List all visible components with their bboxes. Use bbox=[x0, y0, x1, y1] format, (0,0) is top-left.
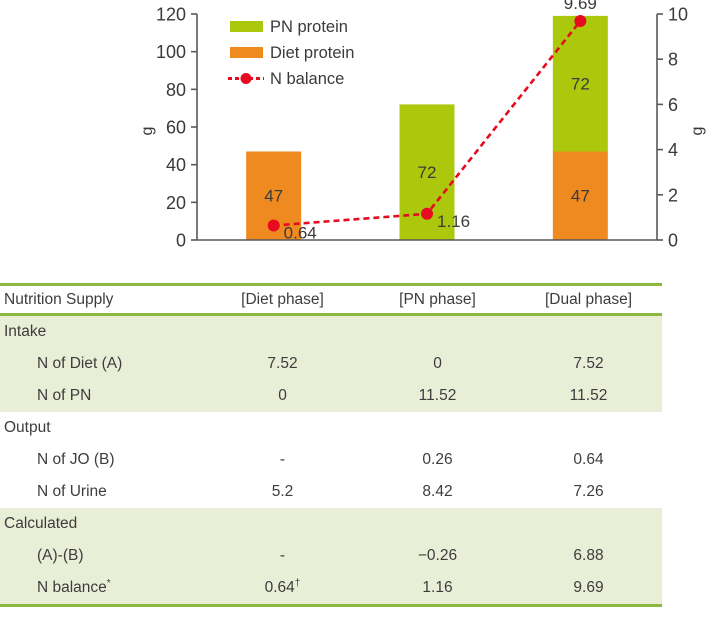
right-axis-unit: g bbox=[689, 127, 706, 136]
value-cell: - bbox=[279, 451, 286, 469]
section-label: Calculated bbox=[4, 515, 78, 533]
nutrition-supply-table: Nutrition Supply [Diet phase] [PN phase] [D… bbox=[0, 283, 662, 607]
left-tick-label: 120 bbox=[156, 5, 186, 25]
table-header-row: Nutrition Supply [Diet phase] [PN phase] [D… bbox=[0, 286, 662, 316]
left-axis-unit: g bbox=[139, 127, 156, 136]
column-header: [PN phase] bbox=[399, 290, 476, 308]
column-header: [Diet phase] bbox=[241, 290, 324, 308]
right-tick-label: 6 bbox=[668, 95, 678, 115]
value-cell: −0.26 bbox=[417, 547, 458, 565]
bar-segment bbox=[552, 151, 608, 240]
section-label-row: Output bbox=[0, 412, 662, 444]
value-cell: 7.26 bbox=[573, 483, 604, 501]
table-row: N of Diet (A) 7.52 0 7.52 bbox=[0, 348, 662, 380]
legend-label: Diet protein bbox=[270, 44, 354, 62]
table-row: (A)-(B) - −0.26 6.88 bbox=[0, 540, 662, 572]
value-cell: - bbox=[279, 547, 286, 565]
row-label: N of JO (B) bbox=[37, 451, 115, 469]
row-label: (A)-(B) bbox=[37, 547, 84, 565]
value-cell: 0.64† bbox=[264, 578, 301, 597]
bar-value-label: 72 bbox=[571, 75, 590, 94]
right-tick-label: 10 bbox=[668, 5, 688, 25]
row-label: N of Urine bbox=[37, 483, 107, 501]
value-cell: 6.88 bbox=[573, 547, 604, 565]
row-label: N of Diet (A) bbox=[37, 355, 123, 373]
point-label: 0.64 bbox=[284, 224, 317, 243]
table-section: Output N of JO (B) - 0.26 0.64 N of Urine 5.2 8… bbox=[0, 412, 662, 508]
column-header: [Dual phase] bbox=[544, 290, 633, 308]
table-row: N balance* 0.64† 1.16 9.69 bbox=[0, 572, 662, 604]
table-section: Intake N of Diet (A) 7.52 0 7.52 N of PN 0 11.5… bbox=[0, 316, 662, 412]
left-tick-label: 20 bbox=[166, 193, 186, 213]
row-label: N of PN bbox=[37, 387, 92, 405]
bar-segment bbox=[552, 15, 608, 152]
legend-label: N balance bbox=[270, 70, 344, 88]
legend-swatch bbox=[230, 21, 263, 32]
value-cell: 11.52 bbox=[569, 387, 608, 405]
legend-swatch bbox=[230, 47, 263, 58]
right-tick-label: 8 bbox=[668, 50, 678, 70]
table-row: N of JO (B) - 0.26 0.64 bbox=[0, 444, 662, 476]
value-cell: 0 bbox=[433, 355, 442, 373]
value-cell: 7.52 bbox=[573, 355, 604, 373]
section-label-row: Calculated bbox=[0, 508, 662, 540]
value-cell: 0.64 bbox=[573, 451, 604, 469]
table-row: N of PN 0 11.52 11.52 bbox=[0, 380, 662, 412]
bar-value-label: 47 bbox=[264, 187, 283, 206]
column-header: Nutrition Supply bbox=[4, 290, 114, 308]
right-tick-label: 0 bbox=[668, 231, 678, 251]
value-cell: 7.52 bbox=[267, 355, 298, 373]
value-cell: 11.52 bbox=[418, 387, 457, 405]
right-tick-label: 2 bbox=[668, 185, 678, 205]
point-label: 9.69 bbox=[564, 0, 597, 13]
nitrogen-balance-chart: 47 72 47 72 0.64 1.16 9.69 0 20 40 60 80 100 120 0 2 4 6 8… bbox=[139, 0, 706, 251]
section-label-row: Intake bbox=[0, 316, 662, 348]
right-tick-label: 4 bbox=[668, 140, 678, 160]
value-cell: 8.42 bbox=[422, 483, 453, 501]
bar-value-label: 72 bbox=[418, 163, 437, 182]
value-cell: 9.69 bbox=[573, 579, 604, 597]
section-label: Intake bbox=[4, 323, 47, 341]
value-cell: 0 bbox=[278, 387, 287, 405]
bar-value-label: 47 bbox=[571, 187, 590, 206]
point-label: 1.16 bbox=[437, 212, 470, 231]
left-tick-label: 80 bbox=[166, 80, 186, 100]
table-section: Calculated (A)-(B) - −0.26 6.88 N balance* 0.6… bbox=[0, 508, 662, 604]
left-tick-label: 40 bbox=[166, 155, 186, 175]
table-row: N of Urine 5.2 8.42 7.26 bbox=[0, 476, 662, 508]
left-tick-label: 0 bbox=[176, 231, 186, 251]
left-tick-label: 100 bbox=[156, 42, 186, 62]
legend-label: PN protein bbox=[270, 18, 348, 36]
section-label: Output bbox=[4, 419, 51, 437]
value-cell: 1.16 bbox=[422, 579, 453, 597]
n-balance-point bbox=[574, 15, 587, 28]
n-balance-point bbox=[267, 219, 280, 232]
legend-point-swatch bbox=[240, 73, 252, 84]
value-cell: 0.26 bbox=[422, 451, 453, 469]
row-label: N balance* bbox=[37, 578, 111, 597]
n-balance-point bbox=[421, 207, 433, 220]
left-tick-label: 60 bbox=[166, 118, 186, 138]
value-cell: 5.2 bbox=[271, 483, 294, 501]
